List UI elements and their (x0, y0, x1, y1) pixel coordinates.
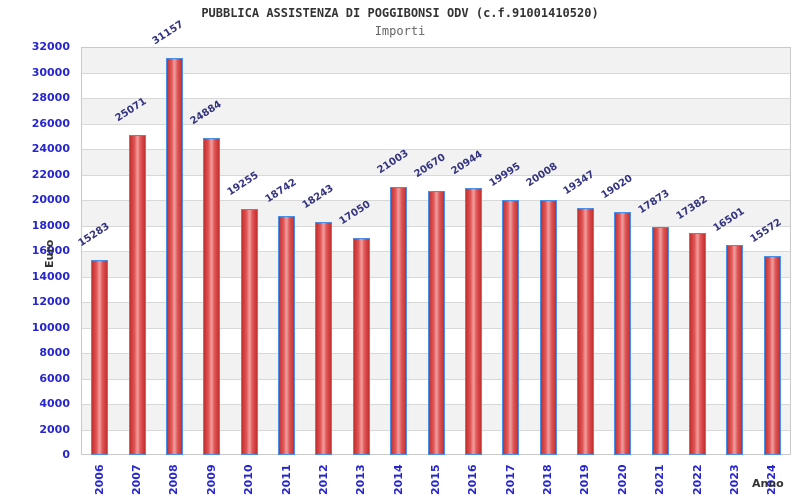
bar (91, 260, 109, 455)
grid-band (81, 98, 791, 124)
y-tick-label: 24000 (31, 142, 70, 155)
y-tick-label: 0 (62, 448, 70, 461)
bar (464, 187, 482, 455)
bar (576, 208, 594, 455)
y-tick-label: 30000 (31, 65, 70, 79)
bar (763, 256, 781, 455)
bar (315, 222, 333, 455)
bar (352, 237, 370, 455)
y-tick-label: 8000 (39, 346, 70, 359)
x-tick-label: 2022 (690, 464, 704, 495)
bar (502, 200, 520, 455)
y-tick-label: 2000 (39, 422, 70, 436)
x-tick-label: 2020 (615, 464, 629, 495)
y-tick-label: 32000 (31, 40, 70, 53)
x-tick-label: 2015 (429, 464, 442, 495)
gridline (81, 72, 791, 74)
bar (278, 216, 296, 455)
bar (614, 212, 632, 455)
chart-title: PUBBLICA ASSISTENZA DI POGGIBONSI ODV (c… (201, 6, 599, 20)
x-tick-label: 2012 (316, 464, 330, 495)
x-tick-label: 2011 (279, 464, 293, 495)
y-tick-label: 14000 (31, 269, 70, 283)
bar (651, 227, 669, 455)
x-tick-label: 2009 (204, 464, 218, 495)
x-tick-label: 2007 (130, 464, 144, 495)
y-tick-label: 20000 (31, 193, 70, 206)
y-tick-label: 10000 (31, 320, 70, 334)
grid-band (81, 123, 791, 149)
chart-subtitle: Importi (374, 24, 426, 38)
grid-band (81, 149, 791, 175)
x-tick-label: 2019 (578, 464, 592, 495)
y-tick-label: 18000 (31, 218, 70, 232)
y-tick-label: 26000 (31, 116, 70, 130)
bar (203, 137, 221, 455)
gridline (81, 98, 791, 99)
y-axis-label: Euro (43, 239, 56, 268)
bar (427, 191, 445, 455)
x-tick-label: 2014 (391, 464, 405, 495)
bar (390, 187, 408, 455)
y-tick-label: 22000 (31, 167, 70, 181)
y-tick-label: 6000 (39, 371, 70, 385)
x-axis-label: Anno (752, 477, 784, 490)
y-tick-label: 12000 (31, 295, 70, 308)
x-tick-label: 2006 (92, 464, 106, 495)
bar (539, 199, 557, 455)
x-tick-label: 2010 (242, 464, 256, 495)
gridline (81, 174, 791, 176)
x-tick-label: 2013 (354, 464, 368, 495)
y-tick-label: 4000 (39, 397, 70, 410)
grid-band (81, 72, 791, 98)
grid-band (81, 47, 791, 73)
y-tick-label: 16000 (31, 244, 70, 257)
bar (128, 135, 146, 455)
x-tick-label: 2023 (727, 464, 741, 495)
y-tick-label: 28000 (31, 91, 70, 104)
gridline (81, 123, 791, 125)
bar (240, 209, 258, 455)
x-tick-label: 2017 (503, 464, 517, 495)
gridline (81, 149, 791, 150)
x-tick-label: 2016 (466, 464, 480, 495)
x-tick-label: 2018 (541, 464, 555, 495)
bar (726, 244, 744, 455)
x-tick-label: 2008 (167, 464, 181, 495)
bar (165, 57, 183, 455)
x-tick-label: 2021 (653, 464, 667, 495)
bar (689, 233, 707, 455)
